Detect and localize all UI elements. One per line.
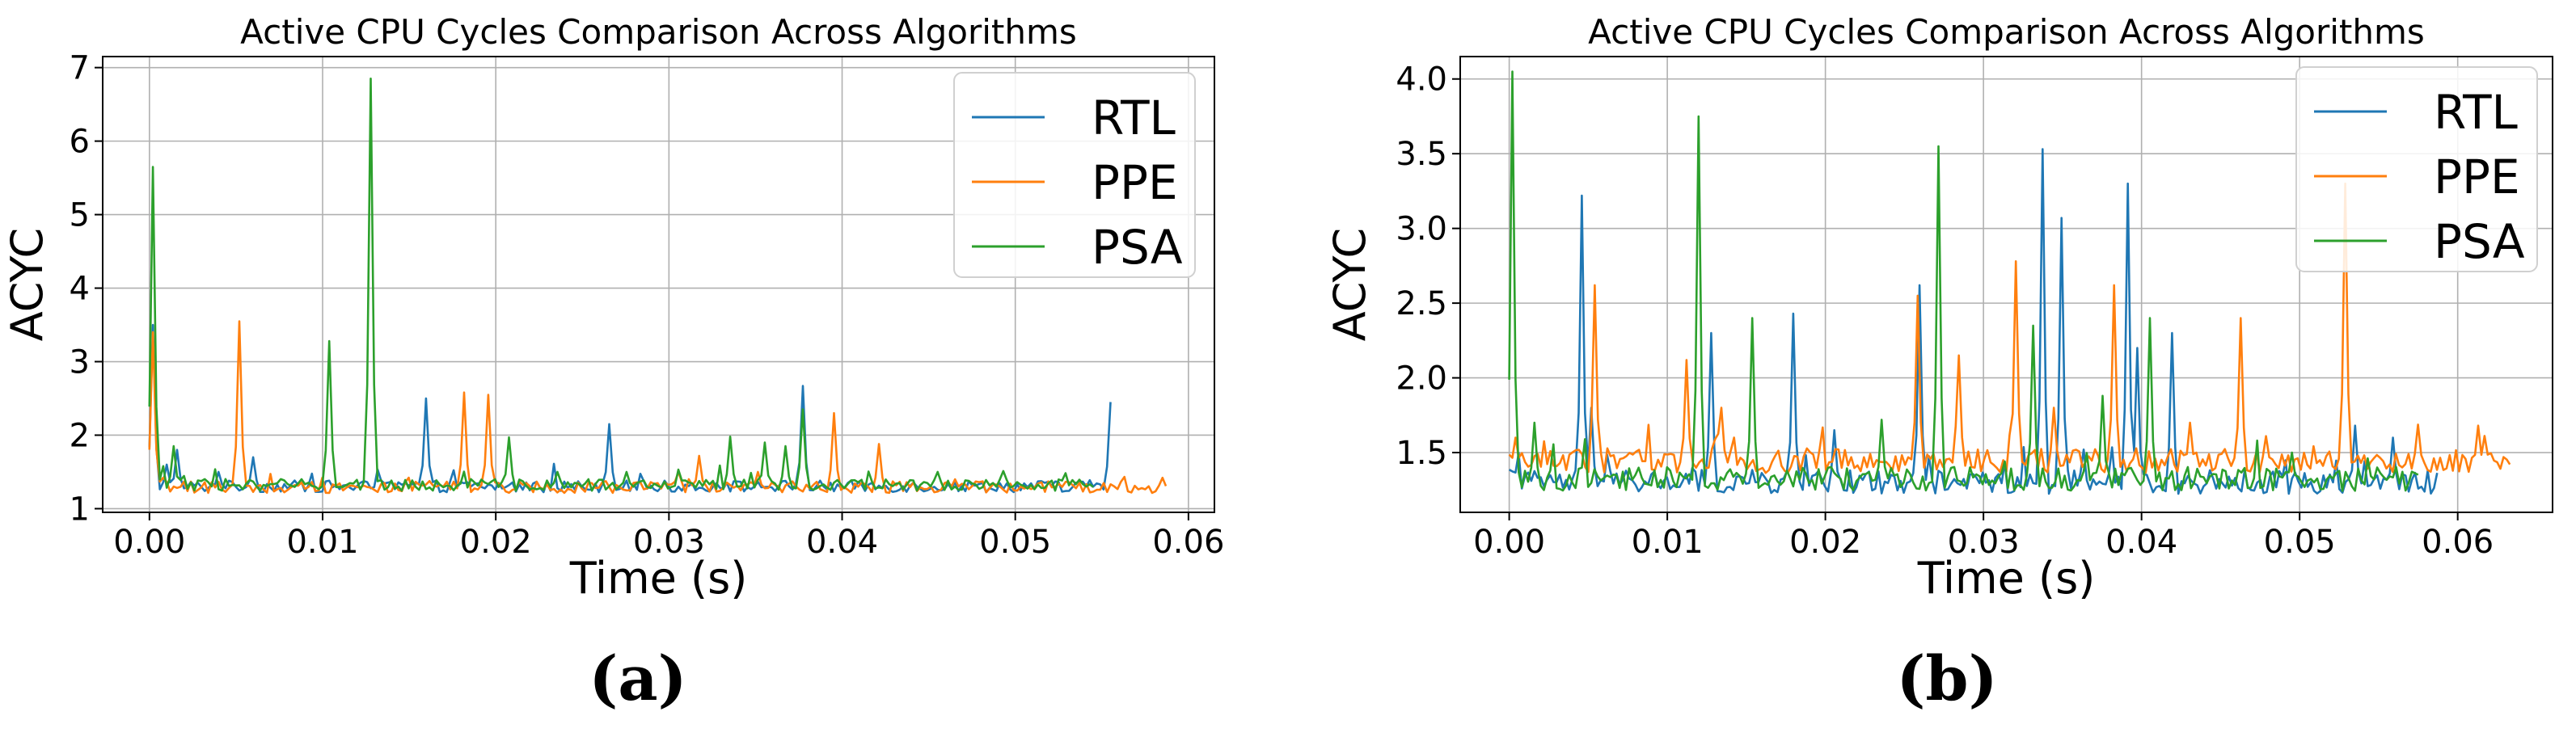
x-tick-label: 0.03	[633, 524, 705, 561]
y-tick-label: 1	[70, 491, 90, 528]
y-tick-label: 3.0	[1396, 211, 1447, 248]
x-tick-label: 0.04	[2105, 524, 2177, 561]
chart-title: Active CPU Cycles Comparison Across Algo…	[240, 12, 1077, 52]
y-tick-label: 1.5	[1396, 435, 1447, 472]
chart-panel-b: 0.00 0.01 0.02 0.03 0.04 0.05 0.06 1.5 2.0 2.5 3.0…	[1324, 12, 2553, 714]
legend-label-ppe: PPE	[1092, 155, 1178, 210]
legend-label-rtl: RTL	[1092, 91, 1176, 145]
x-tick-label: 0.05	[979, 524, 1051, 561]
x-tick-label: 0.02	[1789, 524, 1861, 561]
x-axis-label: Time (s)	[1917, 553, 2096, 604]
plot-frame	[1459, 56, 2553, 513]
y-tick-label: 3	[70, 344, 90, 381]
series-line-ppe	[148, 320, 1168, 495]
x-tick-label: 0.04	[806, 524, 878, 561]
series-line-psa	[148, 78, 1094, 492]
series-line-rtl	[148, 323, 1112, 494]
y-tick-label: 5	[70, 197, 90, 234]
y-tick-label: 2	[70, 417, 90, 454]
legend-label-psa: PSA	[1092, 220, 1183, 275]
y-tick-label: 7	[70, 50, 90, 87]
legend: RTL PPE PSA	[2295, 66, 2538, 272]
y-axis-label: ACYC	[1324, 228, 1375, 341]
legend-label-ppe: PPE	[2434, 150, 2520, 204]
x-tick-label: 0.01	[286, 524, 358, 561]
y-tick-label: 3.5	[1396, 136, 1447, 173]
y-tick-label: 2.0	[1396, 360, 1447, 398]
y-tick-label: 4	[70, 271, 90, 308]
legend-label-rtl: RTL	[2434, 85, 2518, 140]
y-tick-label: 4.0	[1396, 61, 1447, 99]
x-tick-label: 0.02	[460, 524, 532, 561]
legend-box	[2295, 66, 2538, 272]
series-line-ppe	[1508, 182, 2511, 474]
plot-frame	[102, 56, 1215, 513]
chart-title: Active CPU Cycles Comparison Across Algo…	[1588, 12, 2425, 52]
x-tick-label: 0.00	[113, 524, 185, 561]
x-tick-label: 0.06	[2422, 524, 2494, 561]
legend-label-psa: PSA	[2434, 214, 2525, 269]
panel-label: (b)	[1896, 642, 1997, 714]
x-tick-label: 0.06	[1152, 524, 1224, 561]
legend-box	[953, 72, 1196, 278]
series-line-psa	[1508, 70, 2419, 492]
x-tick-label: 0.03	[1948, 524, 2020, 561]
legend: RTL PPE PSA	[953, 72, 1196, 278]
y-tick-label: 2.5	[1396, 285, 1447, 322]
chart-panel-a: 0.00 0.01 0.02 0.03 0.04 0.05 0.06 1 2 3 4 5 6 7 Activ…	[2, 12, 1224, 714]
x-axis-label: Time (s)	[569, 553, 748, 604]
x-tick-label: 0.01	[1632, 524, 1704, 561]
panel-label: (a)	[589, 642, 686, 714]
y-tick-label: 6	[70, 124, 90, 161]
y-axis-label: ACYC	[2, 228, 53, 341]
x-tick-label: 0.00	[1473, 524, 1545, 561]
x-tick-label: 0.05	[2264, 524, 2336, 561]
